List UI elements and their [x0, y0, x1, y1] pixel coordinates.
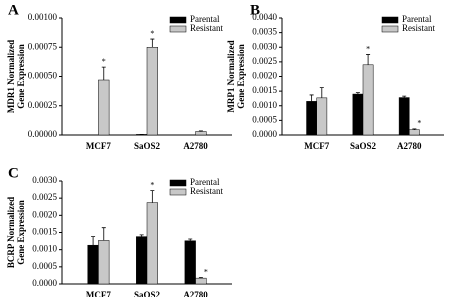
y-tick-label: 0.0015 — [32, 227, 57, 237]
error-bar — [101, 66, 106, 81]
error-bar — [412, 128, 417, 130]
error-bar — [355, 92, 360, 95]
y-tick-label: 0.0030 — [32, 175, 57, 185]
error-bar — [198, 277, 203, 279]
bar — [306, 101, 317, 136]
legend-label: Resistant — [190, 186, 223, 196]
y-tick-label: 0.0025 — [32, 192, 57, 202]
x-tick-label: SaOS2 — [134, 141, 161, 151]
x-tick-label: A2780 — [397, 141, 422, 151]
panel-label: A — [8, 2, 19, 18]
legend-label: Parental — [402, 14, 432, 24]
y-tick-label: 0.0035 — [252, 27, 277, 37]
legend-label: Resistant — [190, 23, 223, 33]
error-bar — [91, 236, 96, 246]
y-axis-label: Gene Expression — [16, 200, 26, 265]
y-axis-label: BCRP Normalized — [6, 197, 16, 268]
y-tick-label: 0.00100 — [28, 12, 58, 22]
y-tick-label: 0.00050 — [28, 71, 58, 81]
legend-swatch — [169, 188, 187, 196]
x-tick-label: MCF7 — [304, 141, 329, 151]
y-axis-label: Gene Expression — [16, 44, 26, 109]
y-tick-label: 0.0020 — [252, 71, 277, 81]
x-tick-label: A2780 — [183, 290, 208, 297]
x-tick-label: MCF7 — [86, 290, 111, 297]
y-tick-label: 0.00025 — [28, 100, 58, 110]
x-tick-label: A2780 — [183, 141, 208, 151]
y-tick-label: 0.0040 — [252, 12, 277, 22]
significance-marker: * — [150, 180, 154, 189]
bar — [195, 131, 207, 136]
bar — [136, 236, 148, 285]
y-axis-label: MRP1 Normalized — [226, 40, 236, 112]
y-tick-label: 0.0000 — [252, 129, 277, 139]
bar — [98, 240, 110, 285]
y-tick-label: 0.0000 — [32, 278, 57, 288]
y-tick-label: 0.0005 — [252, 114, 277, 124]
legend-swatch — [169, 25, 187, 33]
legend-swatch — [169, 179, 187, 187]
bar — [146, 202, 158, 285]
y-axis-label: Gene Expression — [236, 44, 246, 109]
significance-marker: * — [150, 29, 154, 38]
y-tick-label: 0.00075 — [28, 41, 58, 51]
bar — [352, 93, 364, 136]
panel-label: B — [250, 2, 260, 18]
x-tick-label: SaOS2 — [350, 141, 377, 151]
y-tick-label: 0.0025 — [252, 56, 277, 66]
error-bar — [402, 95, 407, 98]
y-tick-label: 0.0005 — [32, 261, 57, 271]
y-axis-label: MDR1 Normalized — [6, 40, 16, 113]
y-tick-label: 0.0030 — [252, 41, 277, 51]
y-tick-label: 0.0015 — [252, 85, 277, 95]
bar — [87, 244, 99, 285]
significance-marker: * — [366, 44, 370, 53]
bar — [184, 240, 196, 285]
legend-label: Resistant — [402, 23, 435, 33]
bar — [98, 79, 110, 136]
y-tick-label: 0.00000 — [28, 129, 58, 139]
bar — [195, 277, 207, 285]
bar — [362, 64, 374, 136]
error-bar — [319, 87, 324, 98]
error-bar — [150, 190, 155, 203]
bar — [409, 129, 420, 136]
y-tick-label: 0.0010 — [252, 100, 277, 110]
bar — [316, 97, 328, 136]
legend-swatch — [381, 25, 399, 33]
bar — [398, 97, 410, 136]
panel-label: C — [8, 165, 19, 181]
error-bar — [366, 54, 371, 65]
error-bar — [309, 94, 314, 102]
significance-marker: * — [102, 57, 106, 66]
error-bar — [139, 234, 144, 237]
significance-marker: * — [204, 267, 208, 276]
legend-swatch — [381, 16, 399, 24]
error-bar — [188, 238, 193, 241]
error-bar — [198, 130, 203, 132]
significance-marker: * — [417, 119, 421, 128]
bar — [146, 47, 158, 136]
x-tick-label: SaOS2 — [134, 290, 161, 297]
error-bar — [101, 227, 106, 241]
legend-label: Parental — [190, 14, 220, 24]
x-tick-label: MCF7 — [86, 141, 111, 151]
legend-swatch — [169, 16, 187, 24]
y-tick-label: 0.0020 — [32, 209, 57, 219]
legend-label: Parental — [190, 177, 220, 187]
error-bar — [150, 38, 155, 48]
y-tick-label: 0.0010 — [32, 244, 57, 254]
